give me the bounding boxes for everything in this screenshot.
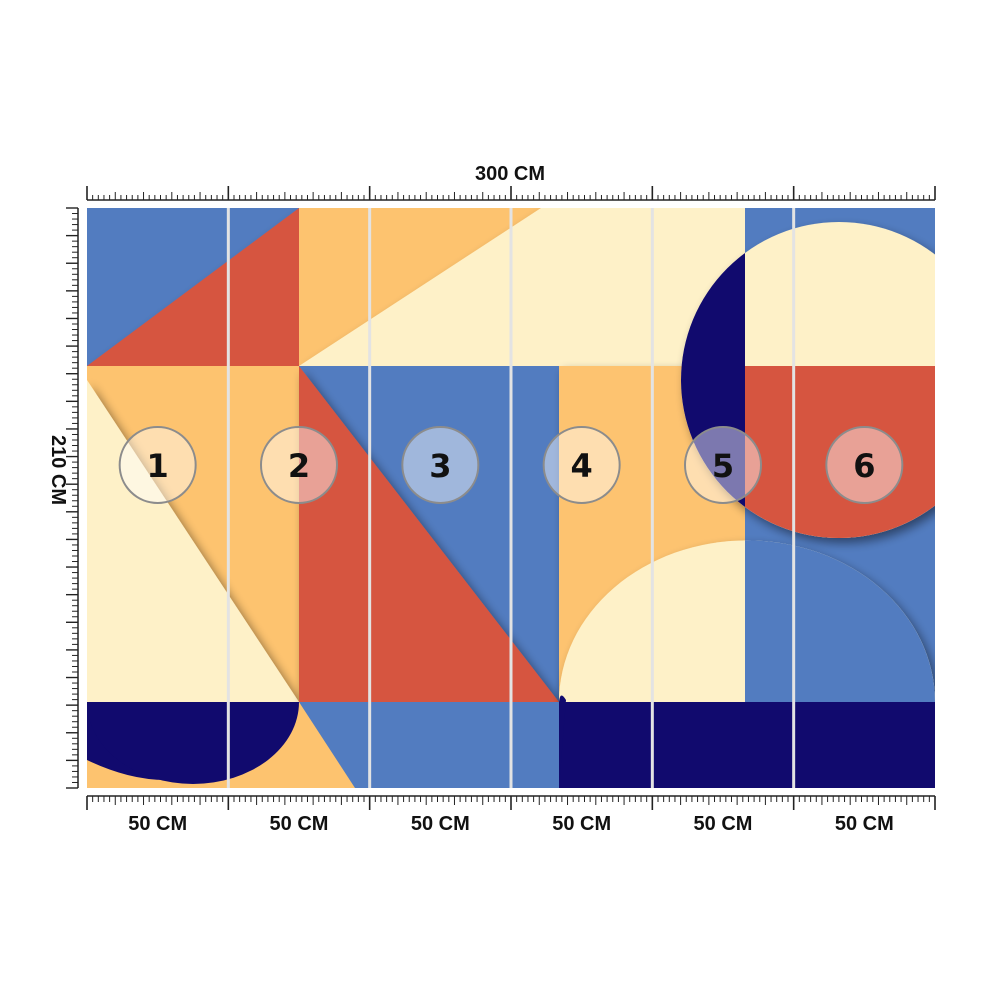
ruler-bottom: [86, 795, 936, 810]
navy-strip-right: [559, 702, 935, 788]
panel-number: 4: [571, 447, 593, 485]
panel-width-label: 50 CM: [270, 813, 329, 835]
panel-badge-circle: [825, 426, 904, 504]
width-label: 300 CM: [475, 163, 545, 185]
panel-number: 1: [147, 447, 169, 485]
mural-artwork: [87, 208, 935, 788]
panel-width-label: 50 CM: [694, 813, 753, 835]
red-triangle-center: [299, 366, 559, 702]
panel-number-badge: 5: [684, 426, 762, 504]
panel-badge-circle: [401, 426, 480, 504]
navy-bowl-left: [87, 702, 299, 784]
panel-number-badge: 3: [401, 426, 480, 504]
navy-strip-curve: [559, 695, 566, 788]
panel-badge-circle: [260, 426, 338, 504]
panel-width-label: 50 CM: [835, 813, 894, 835]
panel-width-label: 50 CM: [128, 813, 187, 835]
panel-width-labels: 50 CM 50 CM 50 CM 50 CM 50 CM 50 CM: [128, 813, 894, 835]
panel-number: 3: [429, 447, 451, 485]
ruler-top: [86, 186, 936, 201]
panel-number: 5: [712, 447, 734, 485]
panel-badge-circle: [118, 426, 197, 504]
panel-number: 6: [853, 447, 875, 485]
red-circle-segment: [745, 366, 935, 538]
panel-number-badge: 2: [260, 426, 338, 504]
panel-badges: 1 2 3 4 5 6: [118, 426, 904, 504]
panel-number: 2: [288, 447, 310, 485]
cream-triangle-left: [87, 380, 299, 702]
panel-number-badge: 6: [825, 426, 904, 504]
panel-width-label: 50 CM: [411, 813, 470, 835]
panel-number-badge: 4: [542, 426, 621, 504]
ruler-left: [66, 207, 79, 789]
panel-number-badge: 1: [118, 426, 197, 504]
orange-wedge-bottom: [299, 702, 355, 788]
red-triangle-top-left: [87, 208, 299, 366]
height-label: 210 CM: [47, 435, 69, 505]
panel-badge-circle: [542, 426, 621, 504]
panel-separators: [226, 208, 796, 788]
panel-badge-circle: [684, 426, 762, 504]
panel-width-label: 50 CM: [552, 813, 611, 835]
